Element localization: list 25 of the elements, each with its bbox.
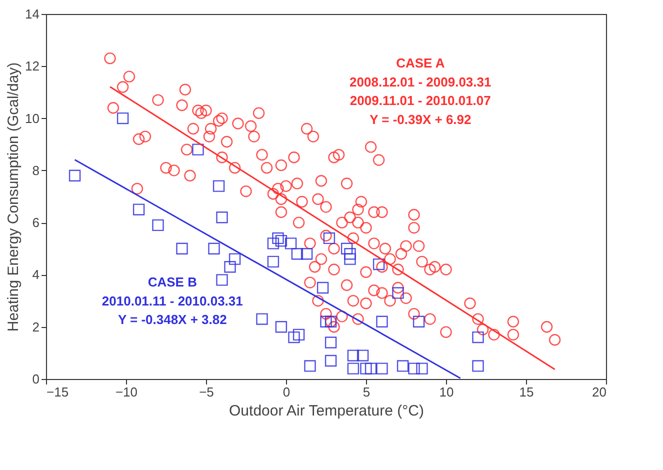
- x-axis-title: Outdoor Air Temperature (°C): [229, 402, 424, 420]
- y-tick-label: 12: [25, 58, 40, 74]
- y-tick-label: 0: [32, 372, 40, 386]
- x-tick-label: −10: [115, 384, 138, 400]
- y-tick-label: 6: [32, 215, 40, 230]
- text: CASE A: [396, 56, 446, 71]
- annotation: Y = -0.348X + 3.82: [118, 312, 227, 328]
- x-tick-label: 5: [362, 384, 370, 400]
- x-tick-label: 15: [519, 384, 534, 400]
- annotation: 2008.12.01 - 2009.03.31: [350, 74, 492, 90]
- x-tick-label: 20: [592, 384, 606, 400]
- x-tick-label: 10: [439, 384, 454, 400]
- x-tick-label: −5: [199, 384, 214, 400]
- y-tick-label: 2: [32, 319, 40, 334]
- y-tick-label: 10: [25, 110, 40, 126]
- y-tick-label: 14: [25, 6, 40, 22]
- y-tick-label: 4: [32, 267, 40, 282]
- y-axis-title: Heating Energy Consumption (Gcal/day): [5, 62, 22, 332]
- annotation: 2009.11.01 - 2010.01.07: [350, 93, 491, 108]
- x-tick-label: −15: [46, 384, 69, 400]
- y-tick-label: 8: [32, 162, 40, 178]
- annotation: 2010.01.11 - 2010.03.31: [102, 293, 243, 308]
- annotation: CASE B: [148, 274, 197, 290]
- annotation: Y = -0.39X + 6.92: [370, 112, 472, 127]
- x-tick-label: 0: [282, 384, 290, 400]
